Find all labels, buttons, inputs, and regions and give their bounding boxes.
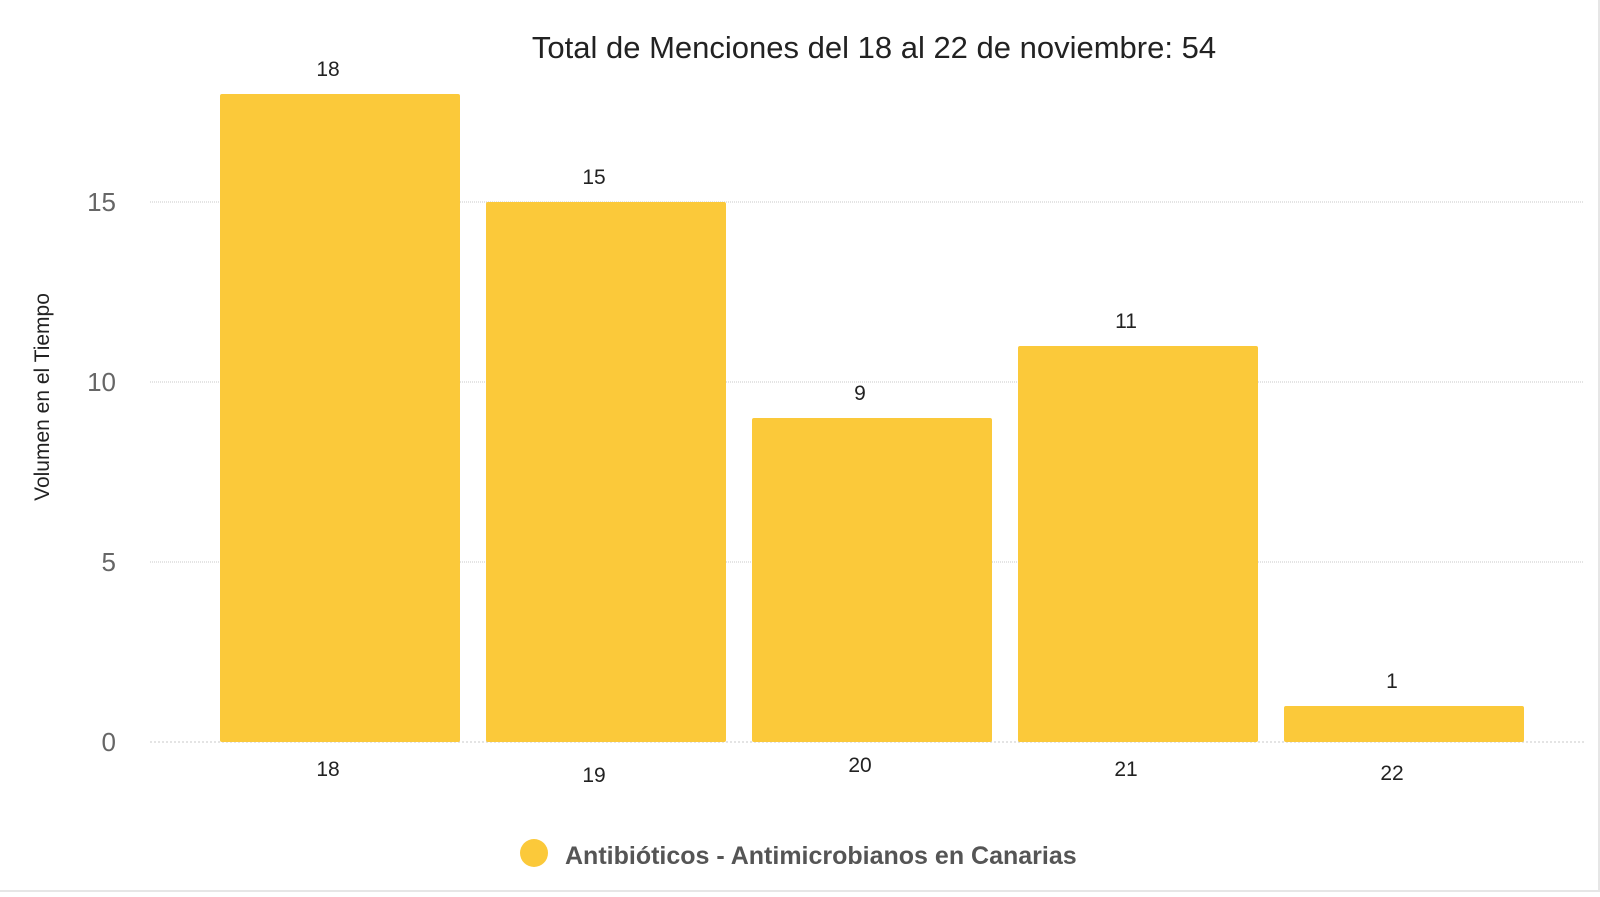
legend-marker-icon <box>520 839 548 867</box>
x-tick-label: 18 <box>316 758 339 781</box>
bar <box>1284 706 1524 742</box>
x-tick-label: 19 <box>582 764 605 787</box>
bar <box>1018 346 1258 742</box>
bar <box>752 418 992 742</box>
legend-label: Antibióticos - Antimicrobianos en Canari… <box>565 842 1077 870</box>
x-tick-label: 22 <box>1380 762 1403 785</box>
x-axis-ticks: 18 19 20 21 22 <box>316 754 1403 787</box>
data-label: 1 <box>1386 670 1398 693</box>
legend[interactable]: Antibióticos - Antimicrobianos en Canari… <box>520 839 1077 870</box>
bar <box>486 202 726 742</box>
bars <box>220 94 1524 742</box>
data-label: 9 <box>854 382 866 405</box>
y-tick-label: 0 <box>102 727 116 757</box>
chart-title: Total de Menciones del 18 al 22 de novie… <box>532 30 1216 65</box>
x-tick-label: 21 <box>1114 758 1137 781</box>
data-label: 11 <box>1115 310 1137 333</box>
data-label: 18 <box>316 58 339 81</box>
y-tick-label: 10 <box>87 367 116 397</box>
x-tick-label: 20 <box>848 754 871 777</box>
y-tick-label: 15 <box>87 187 116 217</box>
y-axis-ticks: 0 5 10 15 <box>87 187 116 757</box>
y-tick-label: 5 <box>102 547 116 577</box>
bar <box>220 94 460 742</box>
y-axis-title: Volumen en el Tiempo <box>31 293 54 501</box>
data-label: 15 <box>582 166 605 189</box>
